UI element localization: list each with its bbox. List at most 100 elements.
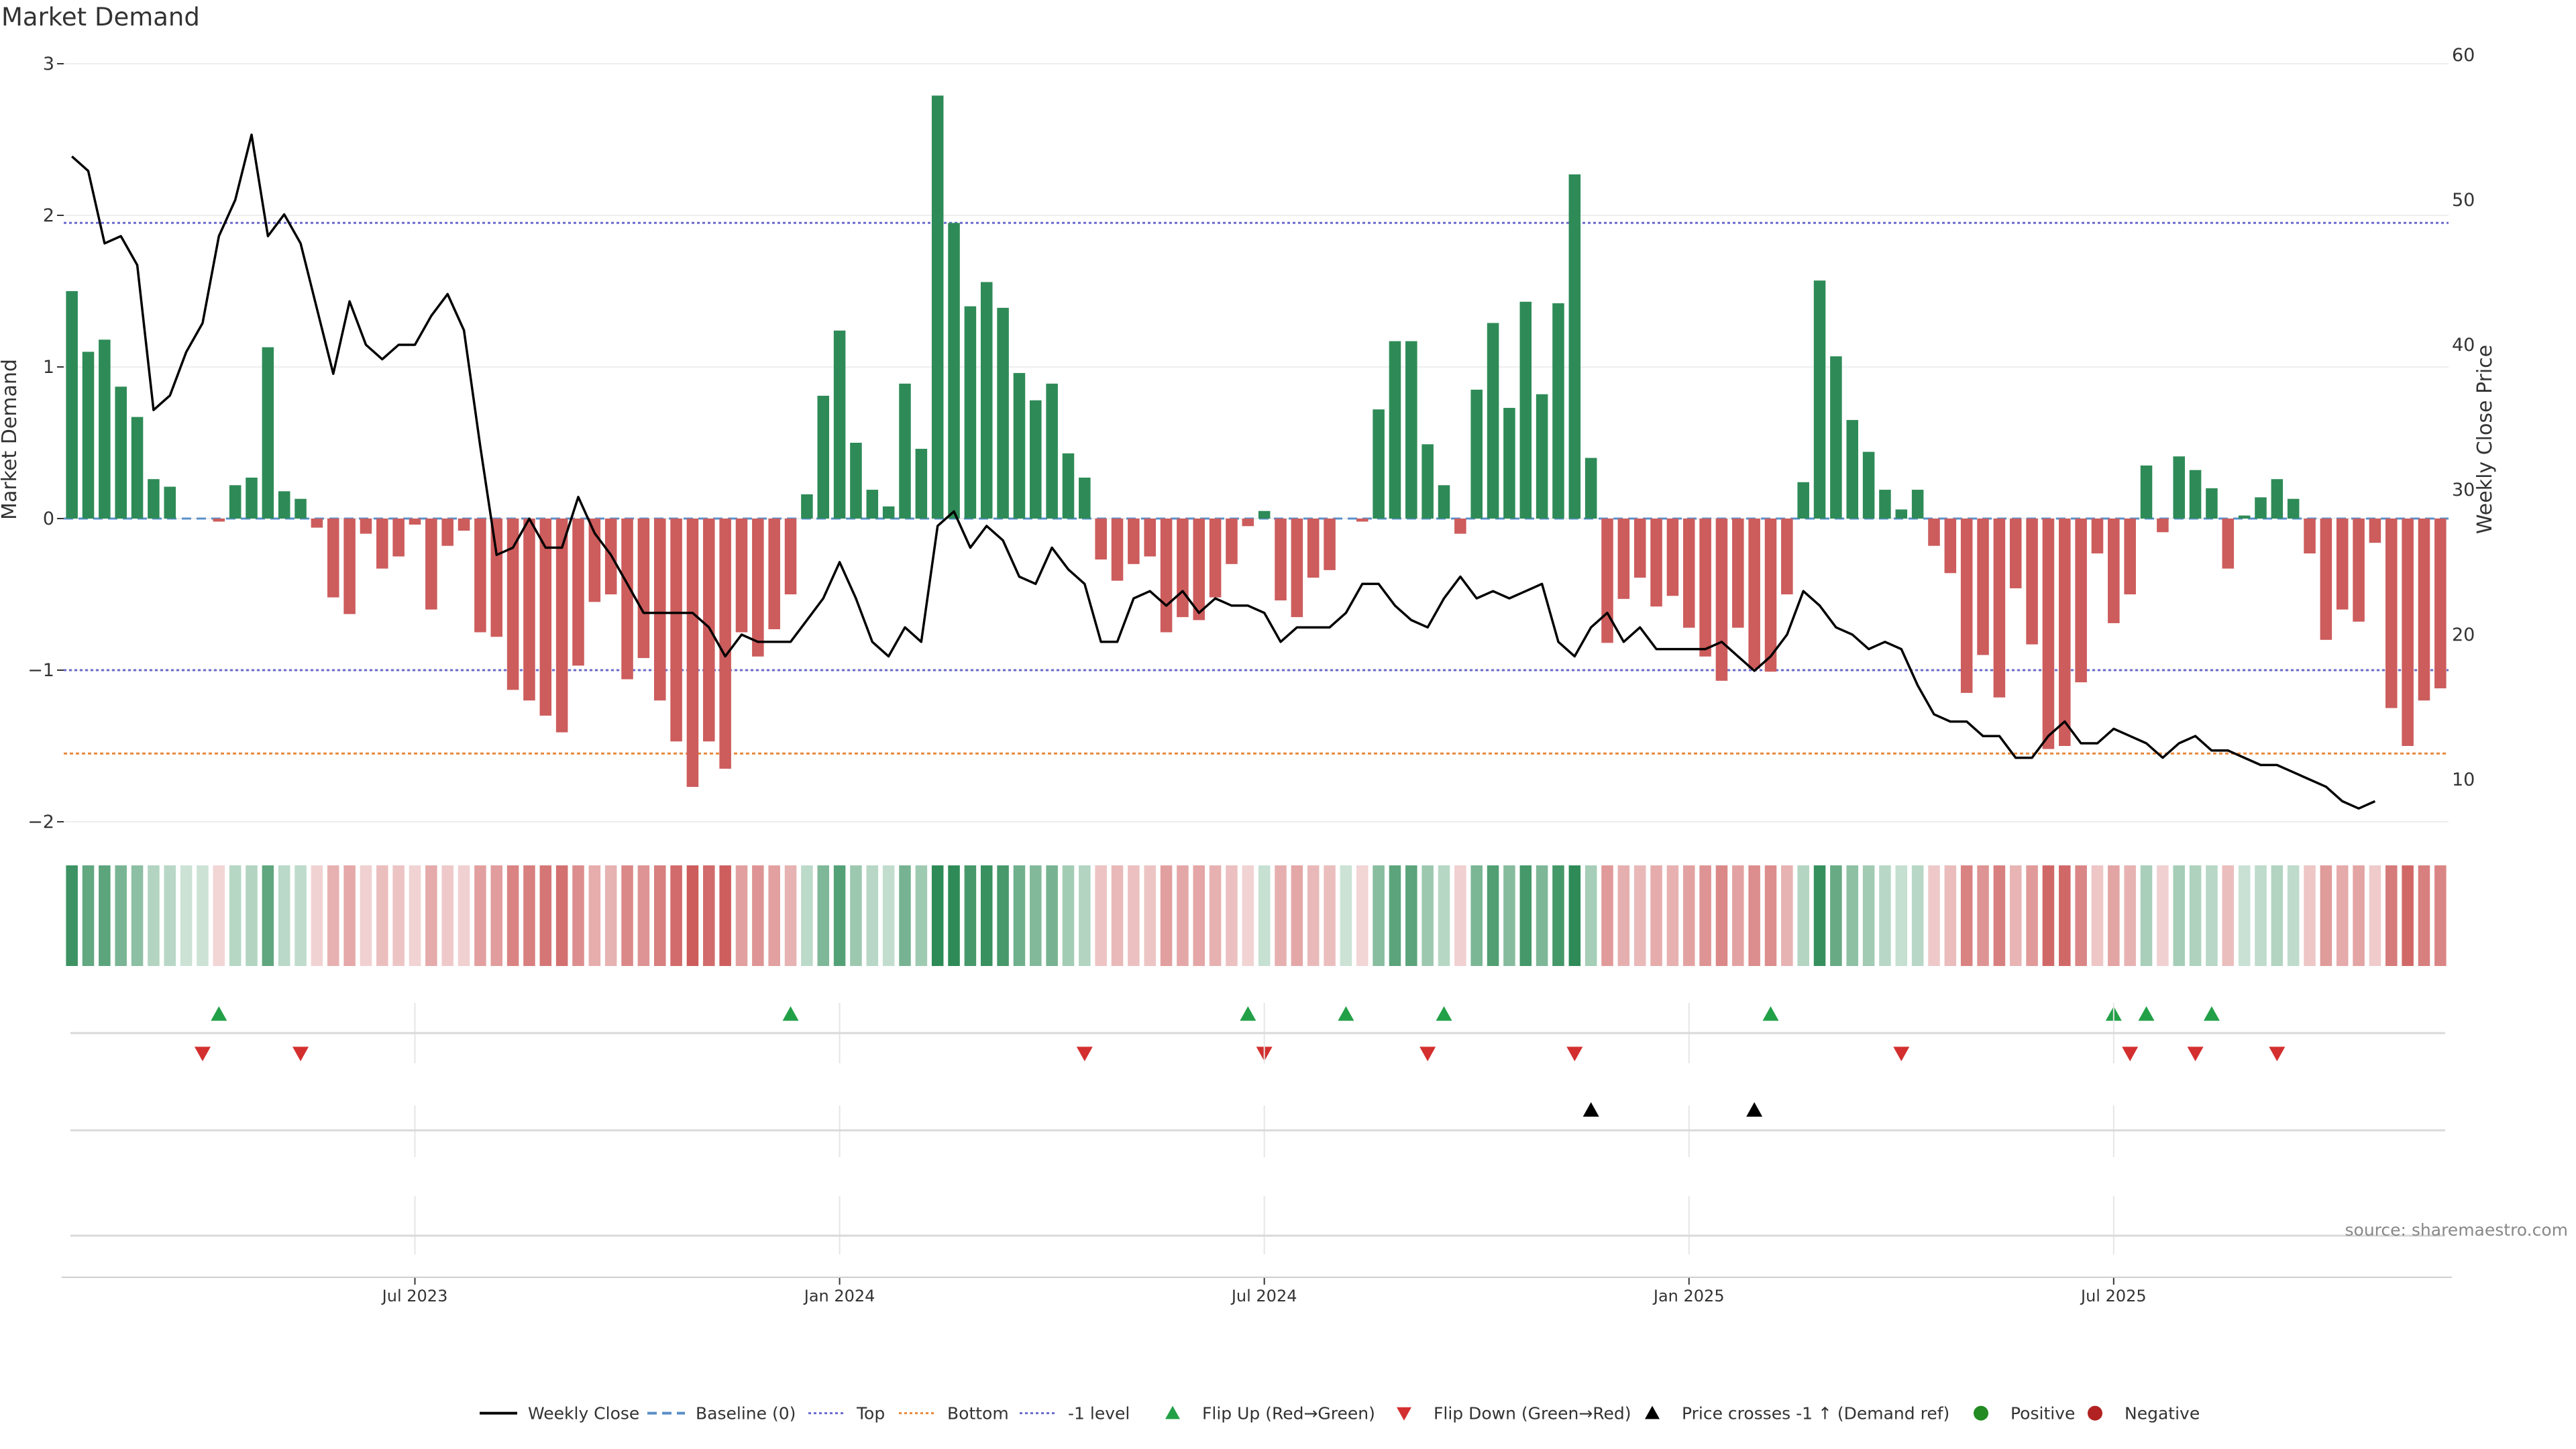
negative-bar (2353, 519, 2365, 622)
positive-bar (1079, 477, 1091, 519)
positive-bar (1421, 444, 1434, 519)
positive-bar (2255, 497, 2267, 519)
negative-bar (1454, 519, 1466, 534)
negative-bar (1242, 519, 1254, 527)
flip-down-marker (1076, 1046, 1093, 1061)
heat-cell (1095, 865, 1107, 966)
negative-bar (490, 519, 503, 637)
heat-cell (653, 865, 666, 966)
heat-cell (2042, 865, 2055, 966)
heat-cell (213, 865, 225, 966)
heat-cell (99, 865, 111, 966)
heat-cell (1275, 865, 1287, 966)
positive-bar (980, 282, 993, 519)
y2-tick-label: 30 (2452, 480, 2475, 500)
positive-bar (115, 386, 127, 519)
heat-cell (964, 865, 977, 966)
heat-cell (2091, 865, 2104, 966)
demand-bars (66, 95, 2447, 788)
positive-bar (1030, 400, 1042, 519)
negative-bar (1209, 519, 1222, 598)
x-axis: Jul 2023 Jan 2024 Jul 2024 Jan 2025 Jul 2025 (62, 1003, 2452, 1305)
legend-swatch-marker (1397, 1407, 1411, 1421)
heat-cell (1633, 865, 1646, 966)
heat-cell (523, 865, 535, 966)
heat-cell (278, 865, 290, 966)
heat-cell (1405, 865, 1417, 966)
heat-cell (327, 865, 339, 966)
negative-bar (1781, 519, 1793, 594)
heat-cell (131, 865, 144, 966)
positive-bar (229, 485, 241, 519)
positive-bar (2206, 488, 2218, 519)
negative-bar (311, 519, 323, 528)
negative-bar (213, 519, 225, 522)
legend-swatch-marker (1165, 1405, 1180, 1419)
positive-bar (294, 498, 307, 519)
flip-down-marker (1893, 1046, 1910, 1061)
negative-bar (2304, 519, 2316, 553)
negative-bar (2091, 519, 2104, 553)
legend-label: Flip Up (Red→Green) (1202, 1404, 1375, 1424)
heat-cell (2173, 865, 2186, 966)
positive-bar (278, 491, 290, 519)
heat-cell (1960, 865, 1973, 966)
negative-bar (2075, 519, 2087, 683)
positive-bar (931, 95, 944, 519)
flip-up-marker (211, 1006, 227, 1021)
heat-cell (2026, 865, 2038, 966)
positive-bar (2173, 456, 2186, 519)
heat-cell (2336, 865, 2349, 966)
heat-cell (899, 865, 911, 966)
heat-cell (997, 865, 1009, 966)
heat-cell (719, 865, 731, 966)
flip-up-marker (2138, 1006, 2155, 1021)
heat-cell (1699, 865, 1711, 966)
heat-cell (2222, 865, 2235, 966)
heat-cell (82, 865, 95, 966)
positive-bar (1568, 174, 1581, 519)
heat-cell (752, 865, 764, 966)
negative-bar (686, 519, 699, 788)
heat-cell (376, 865, 388, 966)
grid (64, 63, 2449, 822)
heat-cell (1748, 865, 1760, 966)
heat-cell (1568, 865, 1581, 966)
heat-cell (1993, 865, 2006, 966)
heat-cell (1340, 865, 1352, 966)
price-cross-marker (1582, 1102, 1599, 1117)
positive-bar (948, 223, 960, 519)
negative-bar (1356, 519, 1368, 522)
negative-bar (409, 519, 421, 525)
negative-bar (1715, 519, 1728, 681)
heat-cell (294, 865, 307, 966)
heat-cell (1454, 865, 1466, 966)
negative-bar (670, 519, 682, 742)
heat-cell (784, 865, 797, 966)
heat-cell (1519, 865, 1532, 966)
negative-bar (360, 519, 372, 534)
negative-bar (2434, 519, 2447, 689)
positive-bar (1503, 408, 1515, 519)
positive-bar (997, 307, 1009, 519)
legend: Weekly Close Baseline (0) Top Bottom -1 leve… (480, 1404, 2200, 1424)
y2-tick-label: 20 (2452, 625, 2475, 645)
heat-cell (409, 865, 421, 966)
heat-cell (637, 865, 650, 966)
heat-cell (1030, 865, 1042, 966)
negative-bar (1226, 519, 1238, 564)
negative-bar (621, 519, 633, 680)
heat-cell (1928, 865, 1940, 966)
negative-bar (1193, 519, 1205, 621)
positive-bar (1797, 482, 1809, 519)
heat-cell (1797, 865, 1809, 966)
heat-cell (2059, 865, 2071, 966)
heat-cell (1617, 865, 1630, 966)
heat-cell (1830, 865, 1842, 966)
negative-bar (1748, 519, 1760, 669)
heat-cell (1160, 865, 1173, 966)
heat-cell (1242, 865, 1254, 966)
positive-bar (1585, 458, 1597, 519)
x-tick-label: Jan 2024 (803, 1287, 875, 1305)
